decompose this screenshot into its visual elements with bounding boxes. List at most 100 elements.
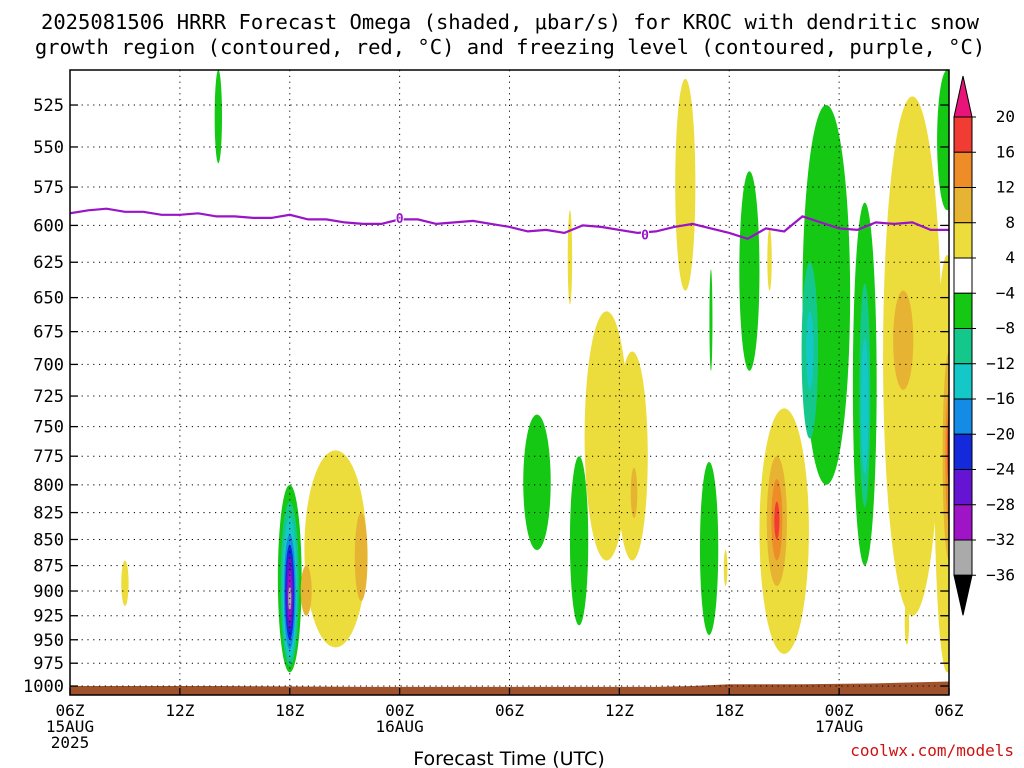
colorbar-label-7: −12: [986, 354, 1015, 373]
x-tick-label-48-0: 06Z: [935, 701, 964, 720]
omega-region-15: [567, 210, 573, 305]
colorbar-label-10: −24: [986, 460, 1015, 479]
colorbar-label-4: 4: [1005, 248, 1015, 267]
x-tick-label-42-1: 17AUG: [815, 717, 863, 736]
omega-region-0: [214, 70, 222, 164]
y-tick-label-875: 875: [33, 557, 64, 577]
x-tick-label-30-0: 12Z: [605, 701, 634, 720]
colorbar-bin-0: [953, 116, 973, 153]
freezing-level-label-1: 0: [641, 228, 649, 243]
colorbar-top-arrow: [953, 75, 973, 118]
y-tick-label-725: 725: [33, 387, 64, 407]
omega-region-24: [767, 228, 772, 291]
y-axis: 525 550 575 600 625 650 675 700 725 750 775 800 825 8…: [23, 96, 949, 697]
omega-region-19: [675, 78, 696, 291]
colorbar-label-2: 12: [996, 178, 1015, 197]
x-tick-label-0-1: 15AUG: [46, 717, 94, 736]
y-tick-label-900: 900: [33, 582, 64, 602]
omega-region-16: [584, 311, 629, 561]
y-tick-label-575: 575: [33, 178, 64, 198]
colorbar-bin-12: [953, 539, 973, 576]
colorbar-label-0: 20: [996, 107, 1015, 126]
colorbar-label-3: 8: [1005, 213, 1015, 232]
colorbar-bin-10: [953, 469, 973, 506]
y-tick-label-675: 675: [33, 323, 64, 343]
freezing-level-layer: 00: [70, 207, 949, 243]
colorbar-bottom-arrow: [953, 574, 973, 616]
colorbar: 20 16 12 8 4 −4 −8 −12 −16 −20 −24 −28 −32 −36: [953, 75, 1015, 616]
y-tick-label-950: 950: [33, 631, 64, 651]
x-tick-label-24-0: 06Z: [495, 701, 524, 720]
colorbar-bin-6: [953, 328, 973, 365]
omega-shading-layer: [121, 70, 949, 673]
colorbar-bin-3: [953, 222, 973, 259]
y-tick-label-700: 700: [33, 355, 64, 375]
omega-region-11: [300, 565, 312, 616]
x-axis-label: Forecast Time (UTC): [413, 748, 604, 768]
x-tick-label-0-2: 2025: [51, 733, 90, 752]
y-tick-label-975: 975: [33, 654, 64, 674]
chart-title-line2: growth region (contoured, red, °C) and f…: [35, 35, 985, 59]
y-tick-label-525: 525: [33, 96, 64, 116]
freezing-level-line: [70, 207, 949, 240]
y-tick-label-925: 925: [33, 607, 64, 627]
omega-region-12: [354, 512, 368, 601]
colorbar-label-5: −4: [996, 283, 1015, 302]
omega-region-36: [893, 290, 914, 390]
colorbar-bin-2: [953, 187, 973, 224]
colorbar-bin-1: [953, 151, 973, 188]
omega-region-23: [739, 171, 760, 371]
colorbar-bin-8: [953, 398, 973, 435]
y-tick-label-550: 550: [33, 138, 64, 158]
colorbar-label-9: −20: [986, 424, 1015, 443]
omega-region-13: [523, 414, 551, 551]
x-tick-label-6-0: 12Z: [165, 701, 194, 720]
colorbar-label-8: −16: [986, 389, 1015, 408]
x-tick-label-42-0: 00Z: [825, 701, 854, 720]
y-tick-label-800: 800: [33, 476, 64, 496]
x-tick-label-0-0: 06Z: [56, 701, 85, 720]
y-tick-label-600: 600: [33, 216, 64, 236]
y-tick-label-850: 850: [33, 530, 64, 550]
omega-region-20: [709, 269, 713, 371]
omega-region-37: [904, 600, 910, 645]
y-tick-label-750: 750: [33, 418, 64, 438]
x-tick-label-18-1: 16AUG: [376, 717, 424, 736]
freezing-level-label-bg-1: [641, 226, 650, 242]
colorbar-bin-7: [953, 363, 973, 400]
y-tick-label-625: 625: [33, 253, 64, 273]
freezing-level-label-bg-0: [395, 209, 404, 225]
colorbar-bin-11: [953, 504, 973, 541]
chart-title-line1: 2025081506 HRRR Forecast Omega (shaded, …: [41, 10, 980, 34]
omega-region-14: [569, 456, 589, 626]
omega-region-1: [121, 560, 129, 606]
colorbar-label-6: −8: [996, 319, 1015, 338]
omega-region-31: [806, 311, 814, 390]
colorbar-bin-4: [953, 257, 973, 294]
omega-region-34: [861, 338, 869, 474]
credit-text: coolwx.com/models: [850, 741, 1014, 760]
y-tick-label-775: 775: [33, 447, 64, 467]
x-tick-label-12-0: 18Z: [275, 701, 304, 720]
omega-region-21: [699, 461, 719, 636]
x-tick-label-36-0: 18Z: [715, 701, 744, 720]
omega-region-39: [934, 255, 949, 673]
x-tick-label-18-0: 00Z: [385, 701, 414, 720]
colorbar-bin-5: [953, 292, 973, 329]
colorbar-label-11: −28: [986, 495, 1015, 514]
omega-region-22: [723, 550, 728, 587]
omega-region-28: [774, 501, 780, 540]
colorbar-bin-9: [953, 433, 973, 470]
colorbar-label-13: −36: [986, 565, 1015, 584]
y-tick-label-1000: 1000: [23, 677, 64, 697]
colorbar-label-12: −32: [986, 530, 1015, 549]
colorbar-label-1: 16: [996, 142, 1015, 161]
freezing-level-label-0: 0: [396, 212, 404, 227]
y-tick-label-650: 650: [33, 289, 64, 309]
omega-region-10: [304, 450, 367, 648]
omega-region-18: [630, 467, 638, 519]
y-tick-label-825: 825: [33, 504, 64, 524]
omega-region-17: [616, 351, 648, 561]
